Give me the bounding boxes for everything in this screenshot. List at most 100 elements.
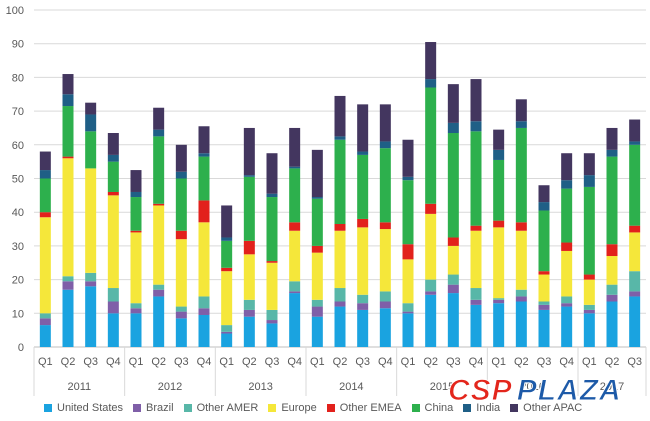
bar-segment-other-amer — [243, 299, 255, 310]
bar-segment-china — [402, 180, 414, 245]
bar-segment-brazil — [379, 301, 391, 309]
bar-segment-united-states — [493, 303, 505, 347]
bar-segment-other-emea — [606, 244, 618, 257]
bar-segment-other-emea — [311, 245, 323, 253]
bar-segment-europe — [85, 168, 97, 273]
bar-segment-united-states — [62, 289, 74, 347]
bar-segment-other-amer — [289, 281, 301, 292]
x-tick-label: Q4 — [469, 356, 484, 368]
bar-stack — [39, 151, 51, 347]
bar-segment-china — [538, 210, 550, 272]
bar-segment-other-emea — [266, 261, 278, 263]
bar-segment-other-amer — [561, 296, 573, 304]
bar-segment-other-emea — [629, 225, 641, 233]
bar-stack — [629, 119, 641, 347]
bar-segment-europe — [107, 195, 119, 289]
y-axis-ticks: 0 10 20 30 40 50 60 70 80 90 100 — [6, 5, 24, 354]
legend-swatch — [510, 404, 519, 412]
bar-segment-other-apac — [266, 153, 278, 194]
bar-stack — [447, 84, 459, 347]
bar-stack — [85, 102, 97, 347]
bar-segment-united-states — [425, 294, 437, 347]
bar-segment-united-states — [379, 308, 391, 347]
bar-stack — [198, 126, 210, 347]
bar-segment-china — [583, 186, 595, 275]
legend-item-brazil: Brazil — [133, 402, 174, 414]
bar-segment-europe — [561, 250, 573, 297]
bar-segment-brazil — [153, 289, 165, 297]
bar-segment-other-emea — [379, 222, 391, 230]
bar-segment-united-states — [515, 301, 527, 347]
bar-stack — [289, 127, 301, 347]
bar-segment-india — [289, 166, 301, 169]
bar-stack — [62, 74, 74, 347]
bar-segment-united-states — [107, 313, 119, 347]
bar-segment-other-apac — [402, 139, 414, 177]
x-group-label: 2013 — [248, 381, 272, 393]
bar-segment-india — [538, 202, 550, 211]
bar-segment-other-amer — [334, 288, 346, 302]
bar-segment-united-states — [357, 309, 369, 347]
bar-segment-united-states — [243, 316, 255, 347]
legend-swatch — [326, 404, 335, 412]
bar-segment-india — [334, 136, 346, 140]
bar-segment-europe — [221, 271, 233, 326]
bar-segment-india — [266, 193, 278, 198]
bar-stack — [107, 133, 119, 347]
bar-segment-united-states — [583, 313, 595, 347]
bar-segment-other-amer — [402, 303, 414, 312]
bar-segment-india — [39, 170, 51, 179]
x-tick-label: Q1 — [582, 356, 597, 368]
bar-segment-brazil — [629, 291, 641, 297]
bar-stack — [153, 107, 165, 347]
x-tick-label: Q1 — [310, 356, 325, 368]
legend-item-united-states: United States — [44, 402, 123, 414]
bar-segment-china — [606, 156, 618, 245]
bar-segment-other-apac — [198, 126, 210, 154]
bar-segment-other-apac — [221, 205, 233, 238]
x-group-label: 2016 — [520, 381, 544, 393]
x-tick-label: Q2 — [61, 356, 76, 368]
bar-segment-china — [289, 168, 301, 223]
bar-segment-united-states — [606, 301, 618, 347]
x-tick-label: Q1 — [491, 356, 506, 368]
bar-segment-china — [85, 131, 97, 169]
x-group-label: 2015 — [430, 381, 454, 393]
watermark-plaza: PLAZA — [516, 374, 622, 408]
bar-segment-brazil — [198, 308, 210, 315]
bar-segment-india — [175, 171, 187, 179]
bar-segment-united-states — [198, 314, 210, 347]
bar-segment-other-apac — [357, 104, 369, 152]
bar-stack — [606, 127, 618, 347]
bar-segment-europe — [538, 274, 550, 302]
bar-segment-other-amer — [470, 288, 482, 300]
bar-segment-other-apac — [311, 149, 323, 198]
bar-segment-india — [85, 114, 97, 132]
bar-segment-india — [561, 180, 573, 189]
legend-swatch — [411, 404, 420, 412]
bar-segment-brazil — [493, 299, 505, 304]
bar-segment-brazil — [561, 303, 573, 307]
bar-segment-other-amer — [629, 271, 641, 292]
bar-segment-brazil — [425, 291, 437, 295]
legend-swatch — [44, 404, 52, 412]
bar-stack — [538, 185, 550, 347]
bar-segment-united-states — [266, 323, 278, 347]
bar-segment-other-emea — [425, 203, 437, 214]
bar-segment-other-apac — [62, 74, 74, 95]
bar-segment-other-apac — [334, 95, 346, 137]
bar-segment-india — [447, 122, 459, 134]
x-tick-label: Q2 — [333, 356, 348, 368]
bar-segment-china — [153, 136, 165, 204]
bar-segment-other-apac — [447, 84, 459, 123]
bar-stack — [425, 42, 437, 347]
x-tick-label: Q2 — [242, 356, 257, 368]
bar-segment-china — [515, 127, 527, 223]
bar-stack — [402, 139, 414, 347]
bar-segment-brazil — [583, 309, 595, 314]
bar-segment-india — [107, 154, 119, 162]
bar-segment-other-emea — [334, 223, 346, 231]
x-tick-label: Q1 — [219, 356, 234, 368]
bar-segment-other-emea — [175, 230, 187, 240]
bar-segment-europe — [515, 230, 527, 290]
